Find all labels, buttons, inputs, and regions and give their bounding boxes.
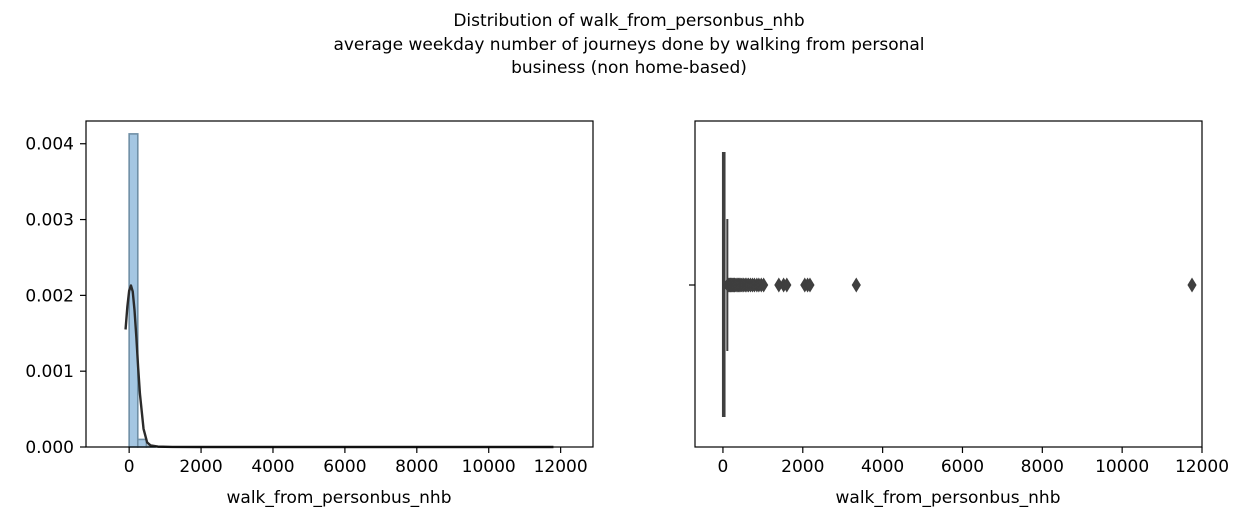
boxplot-x-tick-label-1: 2000 [781, 457, 824, 477]
boxplot-x-tick-label-6: 12000 [1175, 457, 1229, 477]
boxplot-outlier-34 [1187, 277, 1197, 293]
histogram-x-axis-label: walk_from_personbus_nhb [227, 488, 452, 508]
boxplot-outlier-26 [759, 277, 769, 293]
histogram-y-tick-label-2: 0.002 [25, 286, 74, 306]
histogram-x-tick-label-3: 6000 [323, 457, 366, 477]
boxplot-outlier-29 [782, 277, 792, 293]
boxplot-outlier-33 [851, 277, 861, 293]
suptitle-line-3: business (non home-based) [511, 58, 747, 78]
histogram-plot-frame [85, 120, 594, 448]
histogram-x-tick-label-0: 0 [124, 457, 135, 477]
kde-curve-line [124, 284, 554, 449]
histogram-x-tick-label-6: 12000 [534, 457, 588, 477]
boxplot-panel: walk_from_personbus_nhb 0 2000 4000 6000 800… [689, 120, 1229, 508]
histogram-x-tick-label-1: 2000 [179, 457, 222, 477]
histogram-x-tick-label-4: 8000 [395, 457, 438, 477]
histogram-y-tick-label-1: 0.001 [25, 362, 74, 382]
suptitle-line-1: Distribution of walk_from_personbus_nhb [453, 11, 805, 31]
boxplot-x-axis-label: walk_from_personbus_nhb [836, 488, 1061, 508]
histogram-y-tick-label-3: 0.003 [25, 211, 74, 231]
figure-suptitle: Distribution of walk_from_personbus_nhb … [0, 10, 1235, 81]
boxplot-x-tick-label-5: 10000 [1095, 457, 1149, 477]
boxplot-plot-frame [694, 120, 1203, 448]
histogram-panel: walk_from_personbus_nhb 0 2000 4000 6000 800… [25, 120, 594, 508]
boxplot-x-tick-label-4: 8000 [1021, 457, 1064, 477]
histogram-x-tick-label-5: 10000 [462, 457, 516, 477]
histogram-y-tick-label-0: 0.000 [25, 438, 74, 458]
suptitle-line-2: average weekday number of journeys done … [333, 34, 925, 55]
boxplot-x-tick-label-3: 6000 [941, 457, 984, 477]
histogram-y-tick-label-4: 0.004 [25, 135, 74, 155]
boxplot-outlier-32 [805, 277, 815, 293]
histogram-x-tick-label-2: 4000 [251, 457, 294, 477]
boxplot-x-tick-label-2: 4000 [861, 457, 904, 477]
histogram-bar-1 [136, 438, 148, 448]
boxplot-x-tick-label-0: 0 [718, 457, 729, 477]
